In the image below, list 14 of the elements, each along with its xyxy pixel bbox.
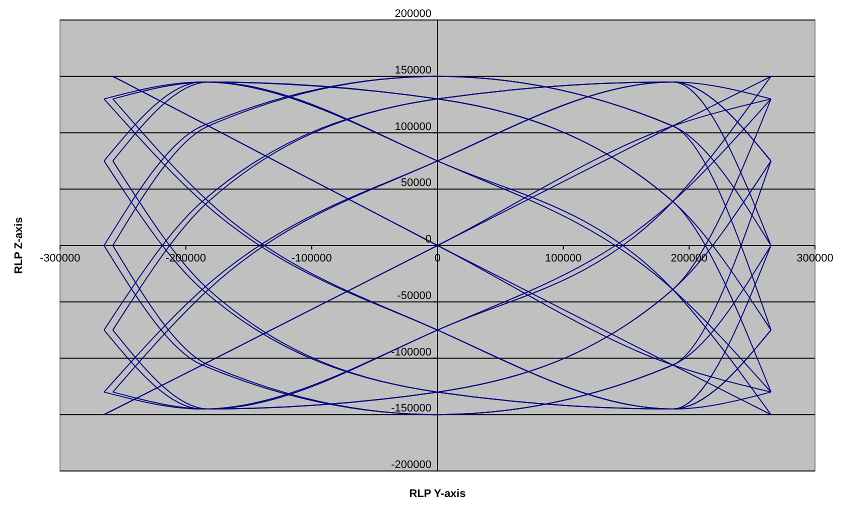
y-tick-label: -100000 (391, 346, 432, 358)
x-axis-title: RLP Y-axis (409, 488, 466, 500)
y-tick-label: 100000 (394, 120, 432, 133)
y-tick-label: 200000 (394, 8, 432, 20)
y-tick-label: -50000 (397, 290, 432, 302)
y-axis-title: RLP Z-axis (13, 217, 25, 274)
x-tick-label: -300000 (40, 252, 80, 264)
y-tick-label: -150000 (391, 402, 432, 415)
y-tick-label: 50000 (400, 177, 432, 190)
y-tick-label: -200000 (391, 459, 432, 471)
x-tick-label: 300000 (796, 252, 834, 264)
x-tick-label: 100000 (544, 252, 582, 264)
x-tick-label: -100000 (291, 252, 332, 264)
y-tick-label: 150000 (394, 64, 432, 76)
